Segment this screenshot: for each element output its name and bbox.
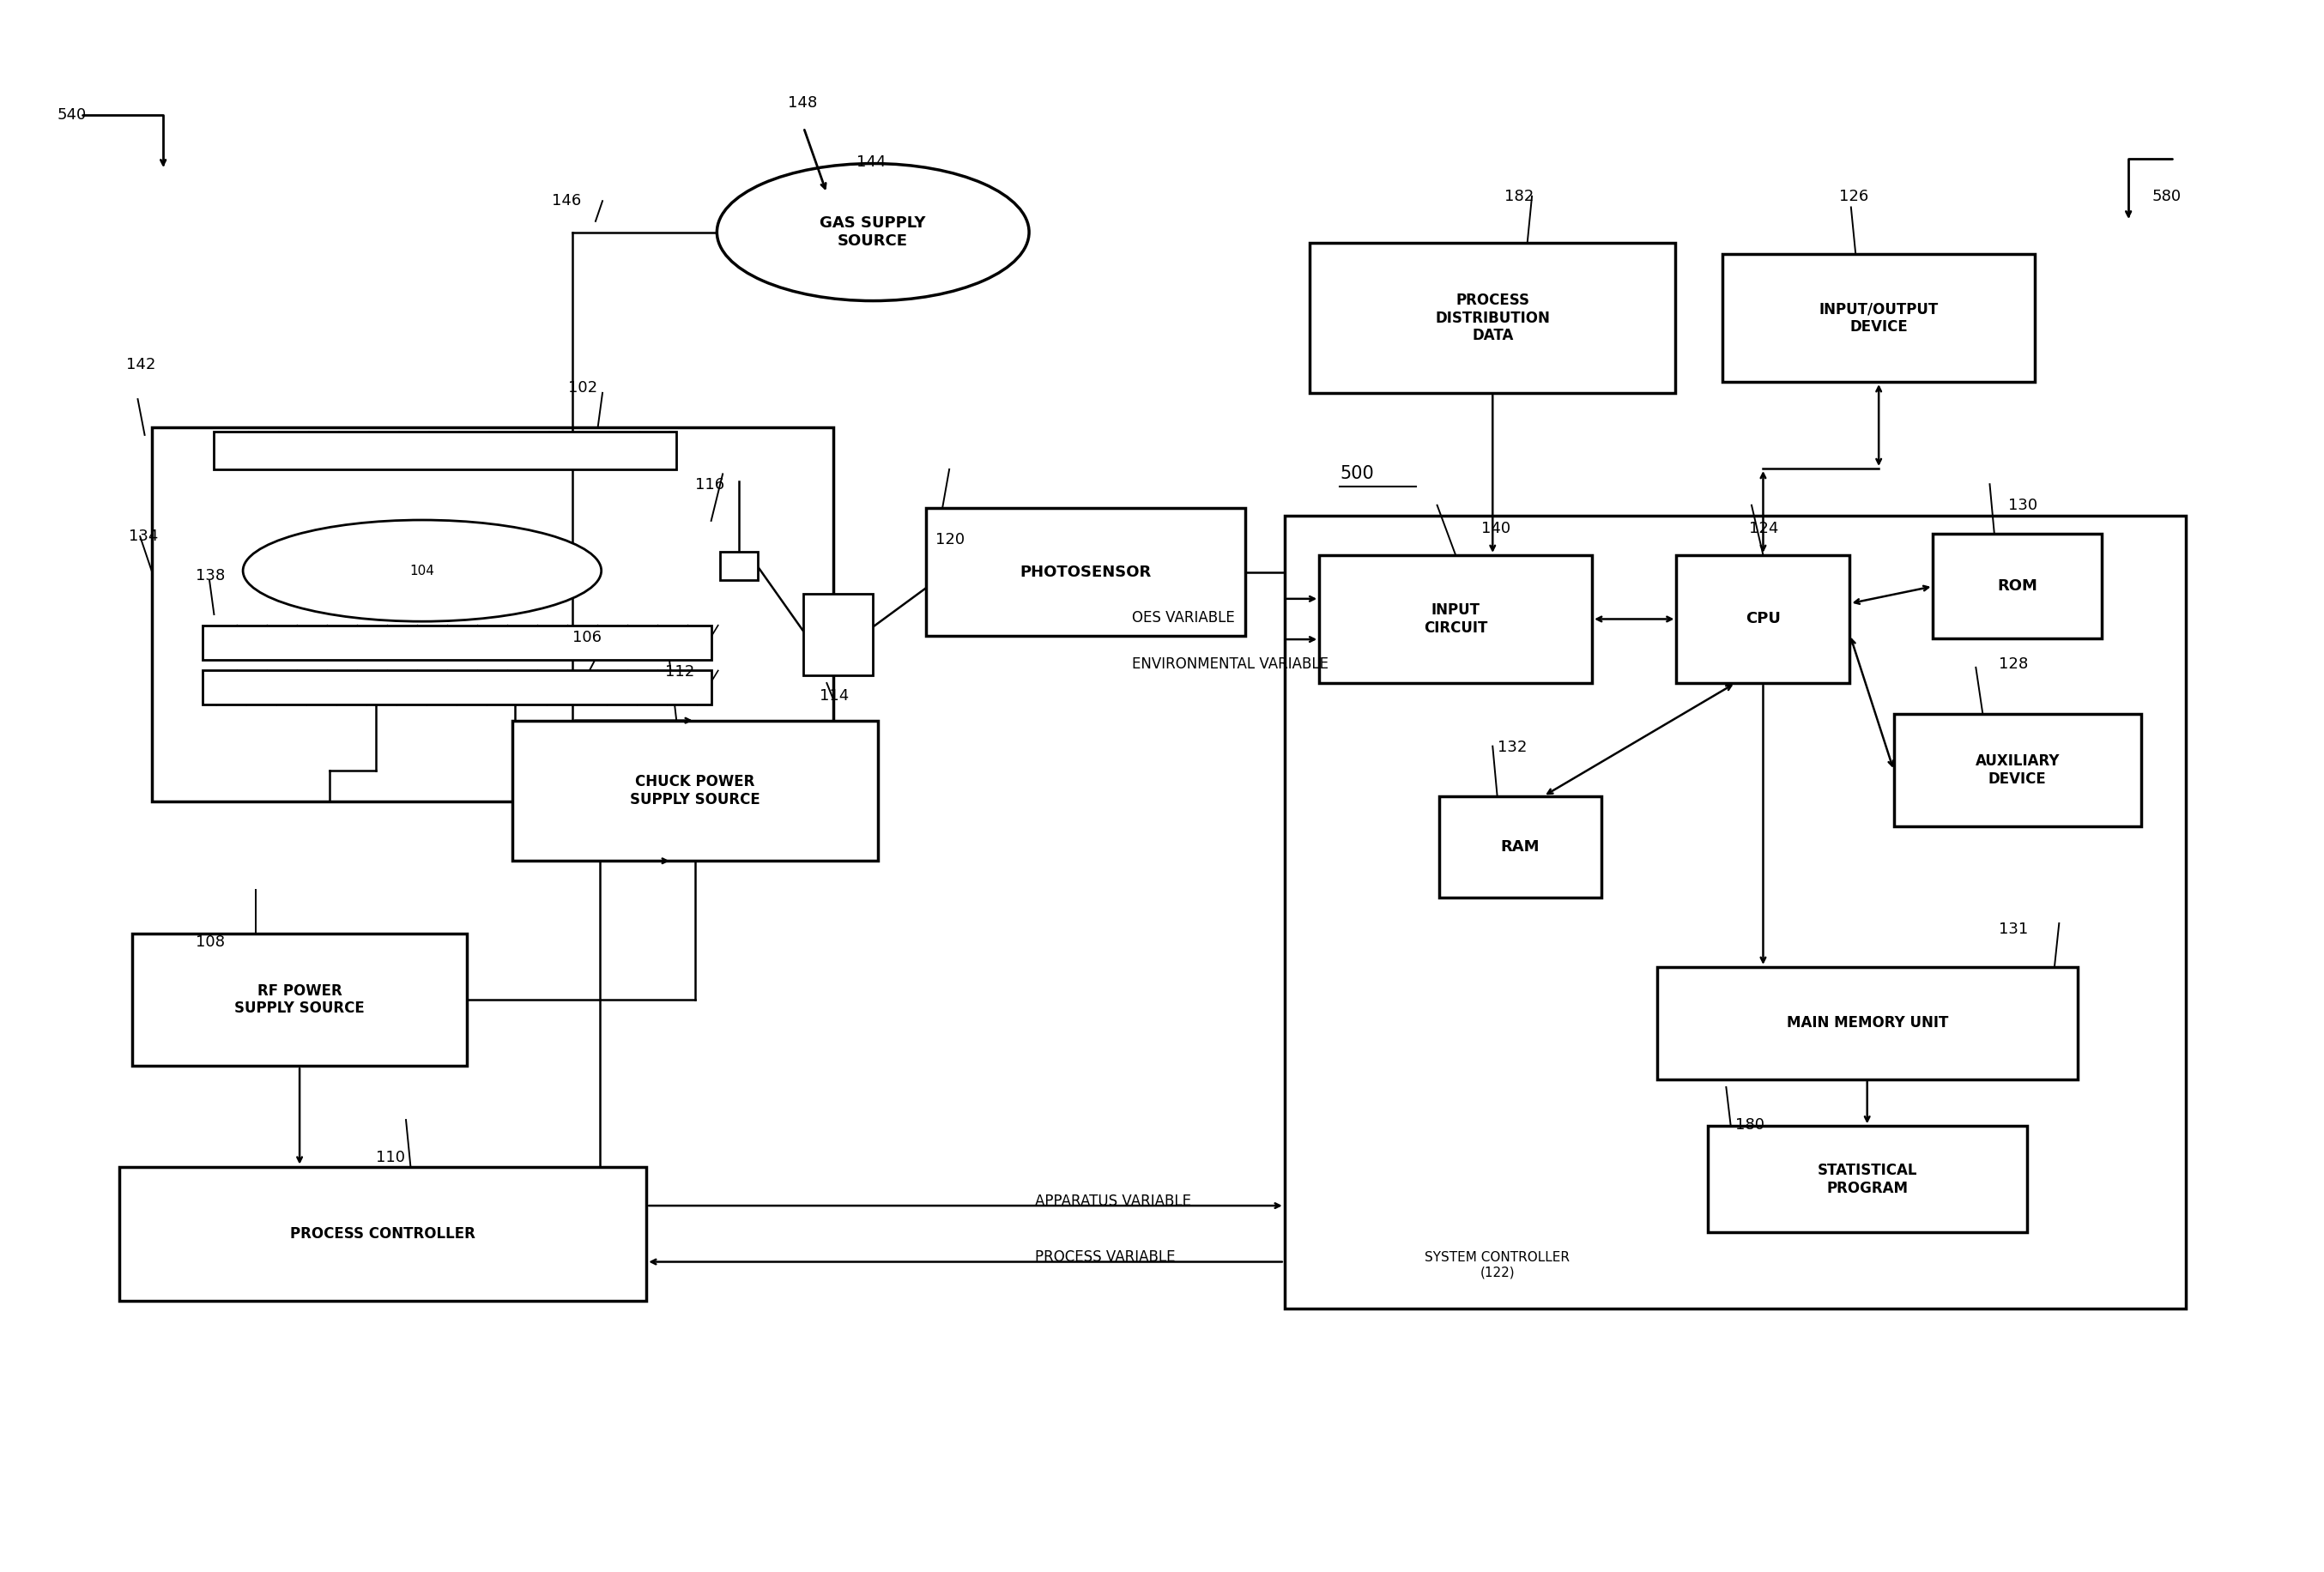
Text: 124: 124 — [1750, 520, 1778, 536]
Text: RAM: RAM — [1501, 839, 1541, 855]
Text: 580: 580 — [2152, 189, 2180, 204]
Text: 102: 102 — [567, 380, 597, 396]
Text: 130: 130 — [2008, 497, 2038, 512]
Text: 110: 110 — [376, 1149, 404, 1165]
Text: 108: 108 — [195, 934, 225, 949]
Text: 540: 540 — [56, 107, 86, 123]
Text: STATISTICAL
PROGRAM: STATISTICAL PROGRAM — [1817, 1163, 1917, 1196]
Ellipse shape — [716, 163, 1030, 300]
Text: MAIN MEMORY UNIT: MAIN MEMORY UNIT — [1787, 1016, 1948, 1031]
Text: GAS SUPPLY
SOURCE: GAS SUPPLY SOURCE — [820, 215, 925, 248]
Bar — [1934, 534, 2101, 638]
Bar — [1708, 1126, 2027, 1232]
Bar — [1894, 714, 2140, 827]
Text: 138: 138 — [195, 567, 225, 583]
Text: 132: 132 — [1497, 739, 1527, 755]
Text: 114: 114 — [820, 689, 848, 703]
Text: 146: 146 — [551, 193, 581, 209]
Bar — [202, 671, 711, 704]
Text: SYSTEM CONTROLLER
(122): SYSTEM CONTROLLER (122) — [1425, 1251, 1569, 1280]
Text: INPUT/OUTPUT
DEVICE: INPUT/OUTPUT DEVICE — [1820, 302, 1938, 335]
Bar — [119, 1166, 646, 1300]
Bar — [720, 552, 758, 580]
Text: 116: 116 — [695, 478, 725, 492]
Text: 120: 120 — [937, 531, 964, 547]
Text: CPU: CPU — [1745, 612, 1780, 627]
Text: 182: 182 — [1504, 189, 1534, 204]
Text: 112: 112 — [665, 665, 695, 679]
Bar — [927, 508, 1246, 637]
Text: 142: 142 — [125, 357, 156, 373]
Text: AUXILIARY
DEVICE: AUXILIARY DEVICE — [1975, 753, 2059, 788]
Text: APPARATUS VARIABLE: APPARATUS VARIABLE — [1034, 1193, 1190, 1209]
Bar — [1285, 516, 2187, 1308]
Text: 180: 180 — [1736, 1116, 1764, 1132]
Ellipse shape — [244, 520, 602, 621]
Text: 144: 144 — [858, 154, 885, 170]
Text: 140: 140 — [1480, 520, 1511, 536]
Bar — [1311, 244, 1676, 393]
Bar — [132, 934, 467, 1066]
Text: OES VARIABLE: OES VARIABLE — [1132, 610, 1234, 626]
Text: INPUT
CIRCUIT: INPUT CIRCUIT — [1425, 602, 1487, 635]
Bar — [1676, 555, 1850, 684]
Text: 148: 148 — [788, 94, 816, 110]
Bar — [151, 428, 834, 802]
Text: 104: 104 — [409, 564, 435, 577]
Text: RF POWER
SUPPLY SOURCE: RF POWER SUPPLY SOURCE — [235, 982, 365, 1017]
Text: PHOTOSENSOR: PHOTOSENSOR — [1020, 564, 1150, 580]
Text: 134: 134 — [128, 528, 158, 544]
Text: CHUCK POWER
SUPPLY SOURCE: CHUCK POWER SUPPLY SOURCE — [630, 773, 760, 808]
Bar — [511, 720, 878, 861]
Bar — [1657, 967, 2078, 1080]
Bar — [214, 432, 676, 470]
Text: 131: 131 — [1999, 921, 2029, 937]
Text: 500: 500 — [1341, 465, 1373, 483]
Bar — [1439, 795, 1601, 898]
Text: 106: 106 — [572, 630, 602, 646]
Text: 128: 128 — [1999, 657, 2029, 673]
Text: 126: 126 — [1838, 189, 1868, 204]
Text: ENVIRONMENTAL VARIABLE: ENVIRONMENTAL VARIABLE — [1132, 657, 1329, 673]
Text: PROCESS CONTROLLER: PROCESS CONTROLLER — [290, 1226, 476, 1242]
Bar — [1320, 555, 1592, 684]
Text: PROCESS VARIABLE: PROCESS VARIABLE — [1034, 1250, 1176, 1265]
Bar — [202, 626, 711, 660]
Bar — [804, 594, 874, 676]
Bar — [1722, 255, 2036, 382]
Text: ROM: ROM — [1996, 578, 2038, 594]
Text: PROCESS
DISTRIBUTION
DATA: PROCESS DISTRIBUTION DATA — [1436, 292, 1550, 344]
